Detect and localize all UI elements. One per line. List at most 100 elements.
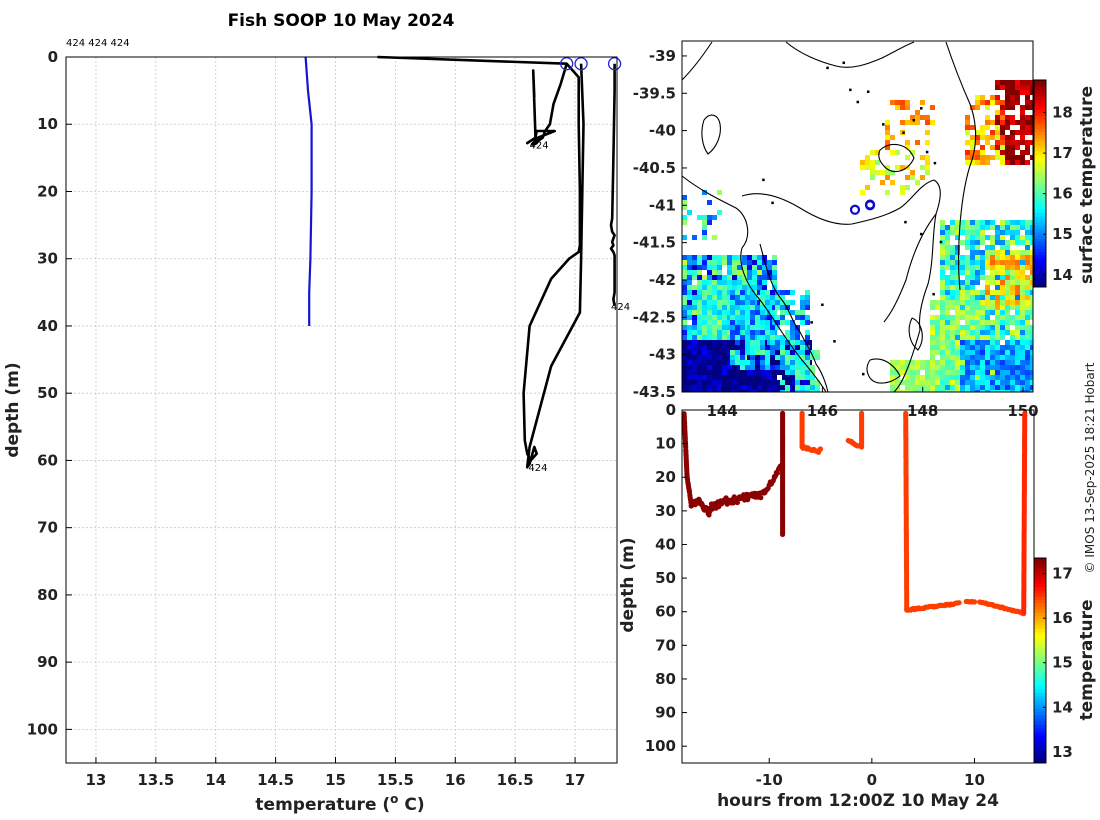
map-sst-pixel — [865, 185, 870, 190]
map-sst-pixel — [940, 375, 945, 380]
map-sst-pixel — [747, 325, 752, 330]
map-sst-pixel — [697, 325, 702, 330]
map-sst-pixel — [740, 300, 745, 305]
map-sst-pixel — [1020, 80, 1025, 85]
map-sst-pixel — [692, 370, 697, 375]
map-sst-pixel — [777, 370, 782, 375]
map-sst-pixel — [1005, 240, 1010, 245]
map-sst-pixel — [785, 290, 790, 295]
map-sst-pixel — [970, 350, 975, 355]
map-sst-pixel — [925, 360, 930, 365]
timeseries-colorbar-step — [1034, 644, 1046, 649]
map-sst-pixel — [945, 365, 950, 370]
map-sst-pixel — [692, 295, 697, 300]
map-sst-pixel — [712, 350, 717, 355]
timeseries-colorbar-step — [1034, 628, 1046, 633]
map-sst-pixel — [920, 375, 925, 380]
map-sst-pixel — [727, 350, 732, 355]
timeseries-colorbar-tick-label: 14 — [1052, 698, 1073, 716]
map-sst-pixel — [990, 320, 995, 325]
map-sst-pixel — [800, 305, 805, 310]
map-sst-pixel — [990, 330, 995, 335]
timeseries-colorbar-step — [1034, 564, 1046, 569]
map-sst-pixel — [702, 350, 707, 355]
map-sst-pixel — [1010, 100, 1015, 105]
map-sst-pixel — [735, 305, 740, 310]
map-sst-pixel — [712, 295, 717, 300]
map-sst-pixel — [757, 270, 762, 275]
map-sst-pixel — [1000, 320, 1005, 325]
map-sst-pixel — [965, 385, 970, 390]
map-sst-pixel — [955, 235, 960, 240]
map-sst-pixel — [762, 385, 767, 390]
map-sst-pixel — [930, 345, 935, 350]
profile-plot-frame — [65, 56, 618, 764]
map-sst-pixel — [1020, 155, 1025, 160]
map-sst-pixel — [985, 315, 990, 320]
map-sst-pixel — [995, 95, 1000, 100]
timeseries-colorbar-step — [1034, 625, 1046, 629]
map-sst-pixel — [755, 305, 760, 310]
map-sst-pixel — [730, 355, 735, 360]
map-sst-pixel — [940, 355, 945, 360]
map-sst-pixel — [815, 355, 820, 360]
map-sst-pixel — [762, 285, 767, 290]
map-sst-pixel — [975, 140, 980, 145]
map-sst-pixel — [935, 300, 940, 305]
map-sst-pixel — [772, 305, 777, 310]
map-sst-pixel — [975, 270, 980, 275]
map-sst-pixel — [930, 370, 935, 375]
map-sst-pixel — [765, 360, 770, 365]
map-sst-pixel — [995, 295, 1000, 300]
profile-y-tick-label: 20 — [37, 182, 58, 200]
map-sst-pixel — [940, 295, 945, 300]
map-sst-pixel — [990, 260, 995, 265]
map-sst-pixel — [985, 245, 990, 250]
map-sst-pixel — [985, 385, 990, 390]
map-sst-pixel — [1025, 360, 1030, 365]
map-sst-pixel — [795, 335, 800, 340]
map-sst-pixel — [1000, 245, 1005, 250]
map-sst-pixel — [935, 390, 940, 392]
map-sst-pixel — [800, 360, 805, 365]
map-sst-pixel — [990, 340, 995, 345]
map-sst-pixel — [752, 370, 757, 375]
map-sst-pixel — [1030, 290, 1033, 295]
map-sst-pixel — [945, 255, 950, 260]
map-sst-pixel — [717, 305, 722, 310]
map-sst-pixel — [950, 375, 955, 380]
map-sst-pixel — [760, 340, 765, 345]
map-sst-pixel — [790, 310, 795, 315]
map-sst-pixel — [1000, 280, 1005, 285]
map-sst-pixel — [737, 385, 742, 390]
map-sst-pixel — [970, 270, 975, 275]
map-sst-pixel — [1030, 100, 1033, 105]
map-sst-pixel — [682, 280, 687, 285]
map-sst-pixel — [707, 360, 712, 365]
map-sst-pixel — [742, 370, 747, 375]
map-sst-pixel — [975, 305, 980, 310]
map-sst-pixel — [727, 365, 732, 370]
map-sst-pixel — [1005, 330, 1010, 335]
map-sst-pixel — [767, 380, 772, 385]
map-sst-pixel — [687, 370, 692, 375]
map-sst-pixel — [1030, 390, 1033, 392]
map-sst-pixel — [950, 305, 955, 310]
map-sst-pixel — [1005, 350, 1010, 355]
map-sst-pixel — [697, 260, 702, 265]
profile-x-tick-label: 16 — [445, 771, 466, 789]
map-sst-pixel — [860, 190, 865, 195]
map-sst-pixel — [985, 300, 990, 305]
map-sst-pixel — [960, 365, 965, 370]
map-sst-pixel — [1025, 150, 1030, 155]
map-sst-pixel — [682, 340, 687, 345]
map-sst-pixel — [1010, 145, 1015, 150]
map-colorbar-label: surface temperature — [1077, 86, 1097, 284]
map-sst-pixel — [895, 105, 900, 110]
map-sst-pixel — [762, 275, 767, 280]
map-sst-pixel — [697, 290, 702, 295]
map-sst-pixel — [1000, 265, 1005, 270]
map-sst-pixel — [762, 265, 767, 270]
map-sst-pixel — [722, 380, 727, 385]
map-sst-pixel — [702, 310, 707, 315]
